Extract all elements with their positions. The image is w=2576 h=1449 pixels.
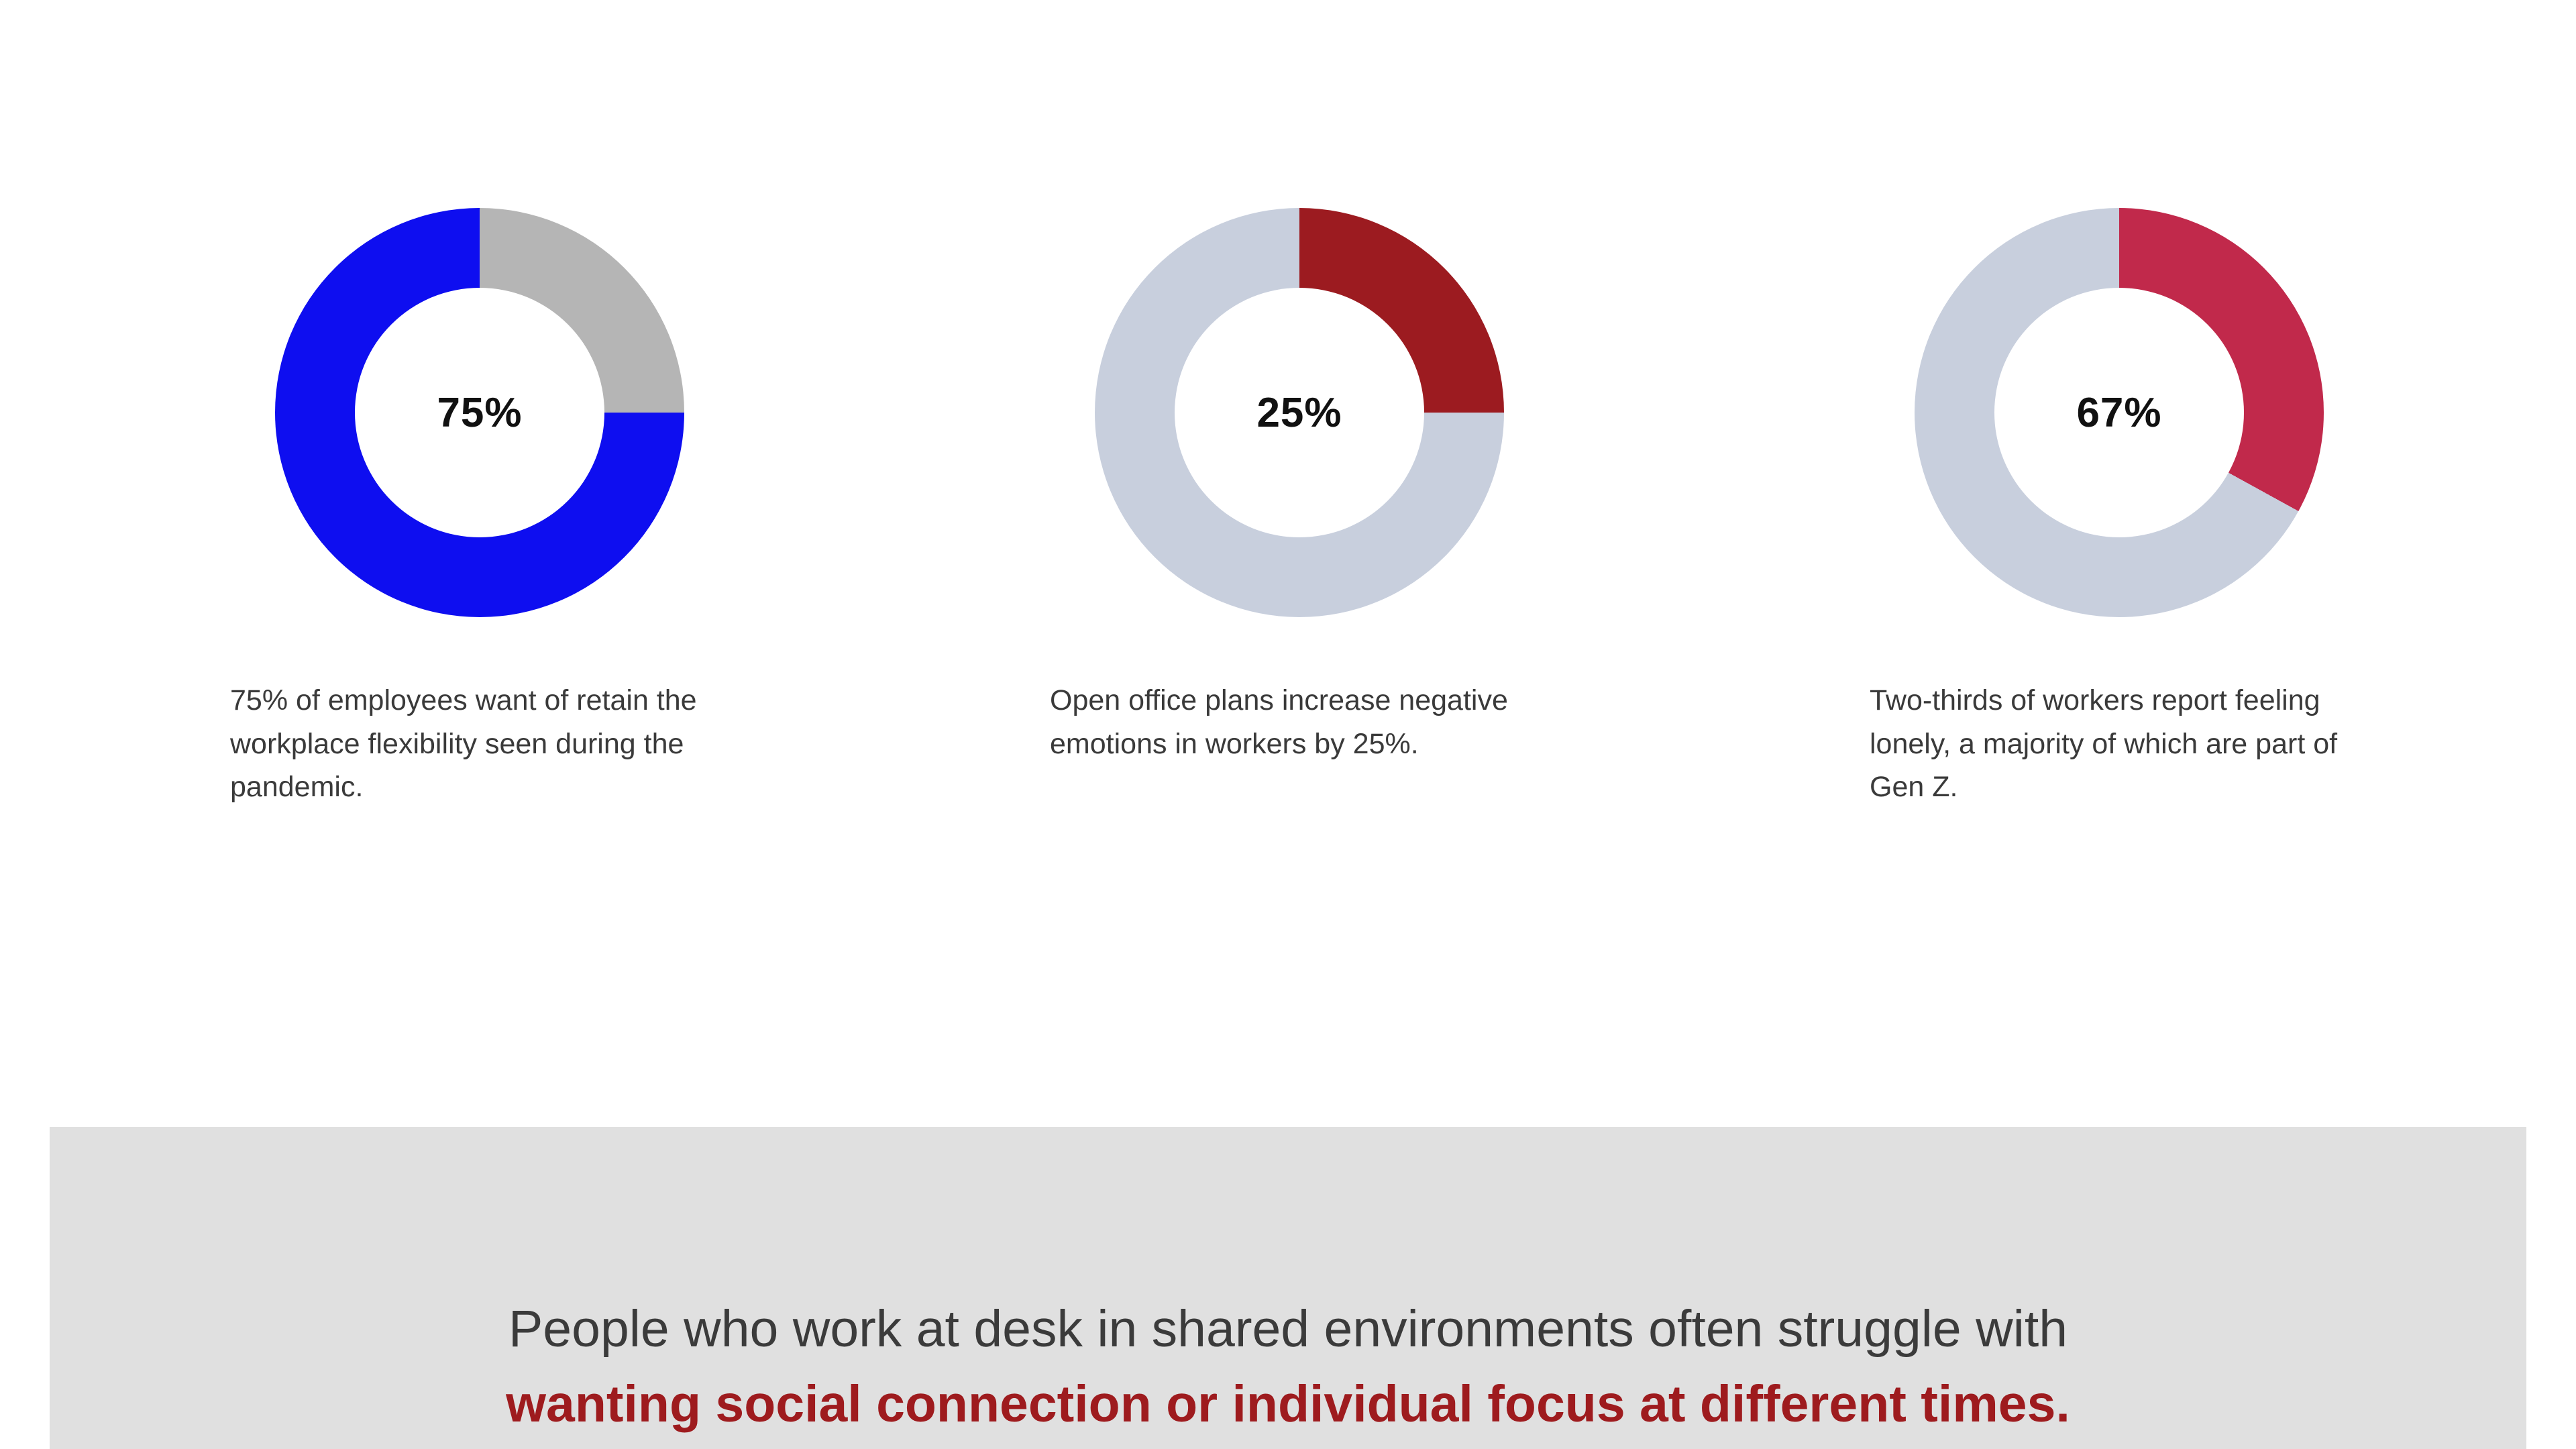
donut-ring-open-office: 25% xyxy=(1095,208,1504,617)
chart-caption-flexibility: 75% of employees want of retain the work… xyxy=(230,684,697,803)
donut-center-label: 67% xyxy=(2076,389,2162,436)
charts-row: 75% 75% of employees want of retain the … xyxy=(230,208,2576,809)
donut-chart-loneliness: 67% Two-thirds of workers report feeling… xyxy=(1870,208,2369,809)
donut-chart-open-office: 25% Open office plans increase negative … xyxy=(1050,208,1549,809)
donut-hole: 75% xyxy=(355,288,604,537)
donut-ring-loneliness: 67% xyxy=(1915,208,2324,617)
chart-caption-loneliness: Two-thirds of workers report feeling lon… xyxy=(1870,684,2338,803)
donut-ring-flexibility: 75% xyxy=(275,208,684,617)
banner-statement-line2: wanting social connection or individual … xyxy=(506,1375,2070,1433)
banner-statement-line1: People who work at desk in shared enviro… xyxy=(508,1299,2068,1358)
infographic-page: 75% 75% of employees want of retain the … xyxy=(0,208,2576,1449)
chart-caption-open-office: Open office plans increase negative emot… xyxy=(1050,684,1508,760)
donut-hole: 25% xyxy=(1175,288,1424,537)
donut-hole: 67% xyxy=(1994,288,2244,537)
donut-center-label: 75% xyxy=(437,389,523,436)
donut-center-label: 25% xyxy=(1256,389,1342,436)
donut-chart-flexibility: 75% 75% of employees want of retain the … xyxy=(230,208,729,809)
summary-banner: People who work at desk in shared enviro… xyxy=(50,1127,2526,1449)
